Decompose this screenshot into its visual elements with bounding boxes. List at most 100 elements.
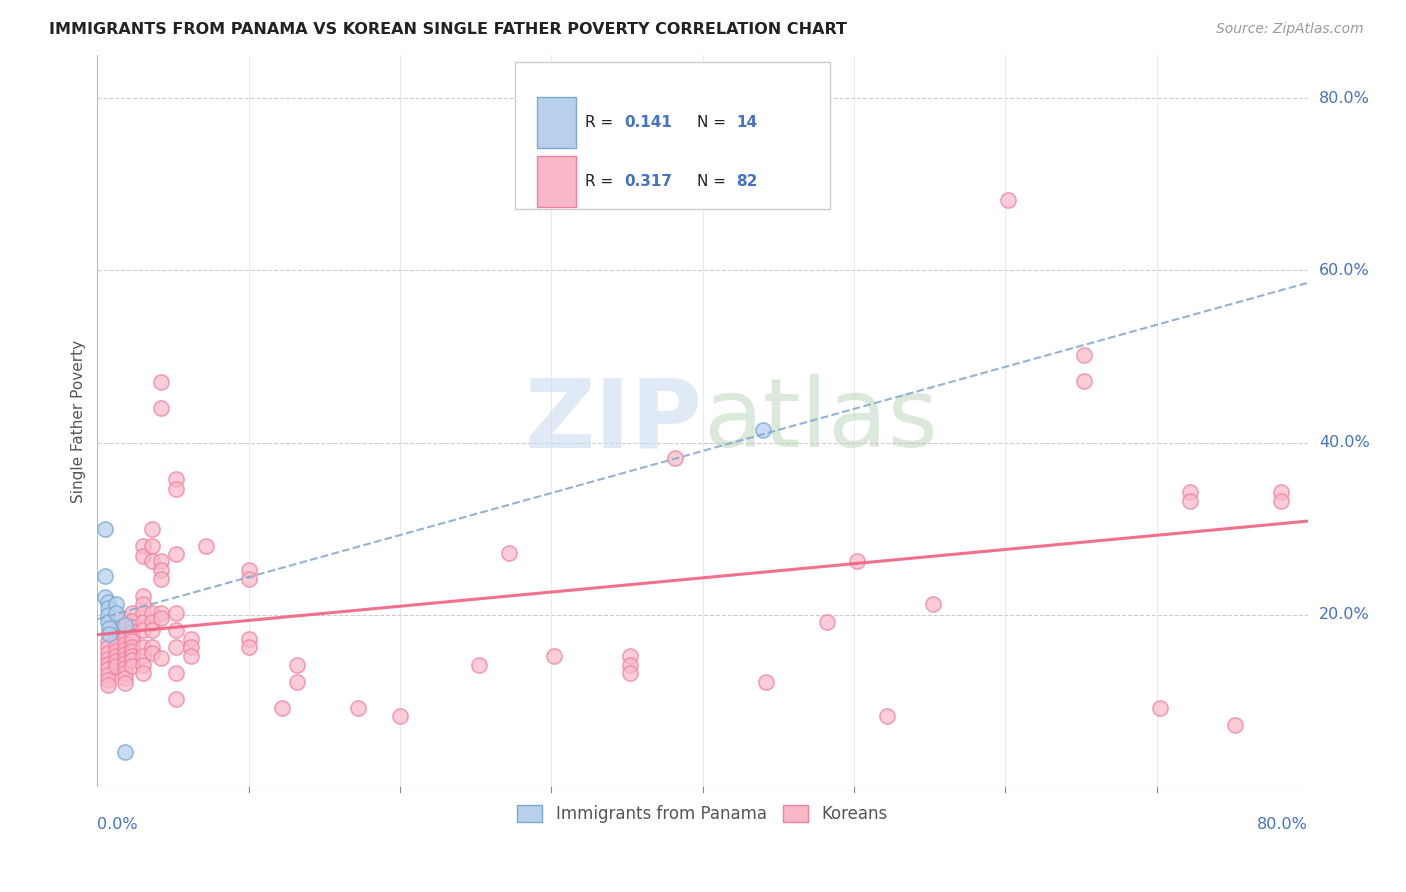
Point [664, 450, 686, 465]
Point [97, 595, 120, 609]
Point [149, 401, 172, 415]
Point [1270, 485, 1292, 500]
Point [165, 640, 187, 655]
Point [141, 646, 163, 660]
Point [180, 632, 202, 646]
Point [1225, 718, 1247, 732]
Point [141, 615, 163, 629]
Point [752, 423, 775, 437]
Point [97, 678, 120, 692]
Point [104, 648, 127, 663]
Point [149, 563, 172, 577]
Text: 82: 82 [737, 174, 758, 189]
Point [97, 673, 120, 687]
Point [846, 554, 869, 568]
Point [180, 648, 202, 663]
Point [619, 666, 641, 681]
Point [165, 623, 187, 637]
Point [180, 640, 202, 655]
Point [114, 632, 136, 646]
Point [141, 623, 163, 637]
Point [165, 692, 187, 706]
Point [97, 657, 120, 671]
Point [104, 606, 127, 620]
Point [97, 640, 120, 655]
Point [346, 700, 368, 714]
Point [121, 659, 143, 673]
Point [114, 621, 136, 635]
Point [149, 572, 172, 586]
Point [121, 624, 143, 639]
Point [121, 606, 143, 620]
Point [114, 675, 136, 690]
Point [238, 632, 260, 646]
FancyBboxPatch shape [537, 156, 575, 207]
Point [114, 647, 136, 661]
Point [98, 621, 121, 635]
Text: R =: R = [585, 115, 619, 130]
Point [285, 657, 308, 672]
Point [141, 554, 163, 568]
Point [132, 606, 155, 620]
Point [104, 639, 127, 653]
Point [876, 709, 898, 723]
Point [141, 640, 163, 655]
Point [271, 700, 294, 714]
Point [94, 522, 117, 536]
Point [755, 674, 778, 689]
Point [195, 539, 218, 553]
Point [165, 606, 187, 620]
Point [498, 546, 520, 560]
Point [1178, 494, 1201, 508]
Point [114, 671, 136, 685]
Point [619, 648, 641, 663]
Point [121, 634, 143, 648]
Point [543, 648, 565, 663]
Point [94, 569, 117, 583]
Text: 0.141: 0.141 [624, 115, 672, 130]
Point [121, 614, 143, 628]
Text: 14: 14 [737, 115, 758, 130]
Point [149, 376, 172, 390]
Text: Source: ZipAtlas.com: Source: ZipAtlas.com [1216, 22, 1364, 37]
Point [104, 659, 127, 673]
Point [141, 539, 163, 553]
Point [467, 657, 489, 672]
Point [114, 618, 136, 632]
Point [97, 607, 120, 622]
Point [149, 606, 172, 620]
Point [121, 620, 143, 634]
Text: 80.0%: 80.0% [1257, 817, 1308, 832]
Point [97, 615, 120, 629]
Point [141, 606, 163, 620]
Point [104, 654, 127, 668]
Point [165, 666, 187, 681]
Point [132, 623, 155, 637]
Text: ZIP: ZIP [524, 375, 703, 467]
Point [132, 589, 155, 603]
Point [149, 650, 172, 665]
Point [619, 657, 641, 672]
Text: 0.317: 0.317 [624, 174, 672, 189]
Point [97, 652, 120, 666]
Point [97, 668, 120, 682]
Text: IMMIGRANTS FROM PANAMA VS KOREAN SINGLE FATHER POVERTY CORRELATION CHART: IMMIGRANTS FROM PANAMA VS KOREAN SINGLE … [49, 22, 848, 37]
Text: N =: N = [696, 115, 731, 130]
Point [98, 626, 121, 640]
Point [1178, 485, 1201, 500]
Point [238, 563, 260, 577]
Point [114, 666, 136, 681]
Point [132, 640, 155, 655]
Text: N =: N = [696, 174, 731, 189]
Point [114, 661, 136, 675]
Point [97, 633, 120, 648]
FancyBboxPatch shape [515, 62, 830, 209]
Point [104, 598, 127, 612]
Point [165, 482, 187, 496]
Text: 40.0%: 40.0% [1319, 435, 1369, 450]
Point [815, 615, 838, 629]
Point [114, 637, 136, 651]
Point [97, 600, 120, 615]
Point [1270, 494, 1292, 508]
Point [104, 623, 127, 637]
